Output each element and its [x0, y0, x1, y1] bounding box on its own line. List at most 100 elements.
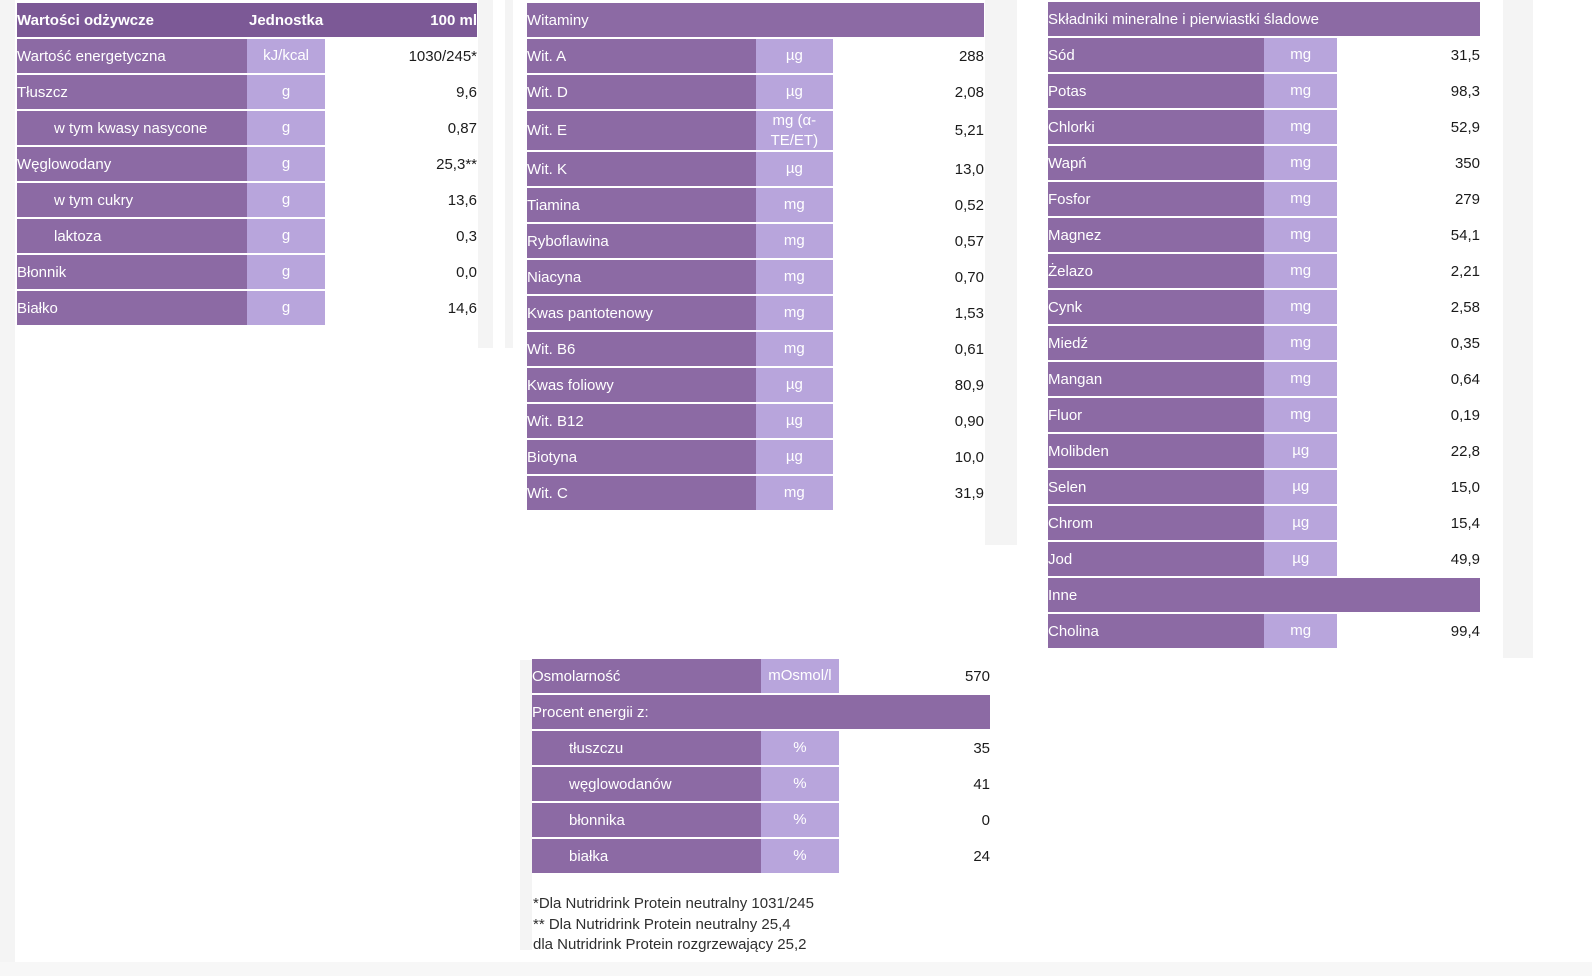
row-unit: µg	[755, 439, 834, 476]
energy-percent-section-header-row: Procent energii z:	[532, 694, 990, 731]
row-label: Biotyna	[527, 439, 756, 476]
row-unit: g	[247, 74, 326, 111]
row-value: 2,08	[833, 74, 984, 111]
table-header-row: Wartości odżywcze Jednostka 100 ml	[17, 3, 477, 39]
row-value: 15,0	[1337, 469, 1480, 506]
header-unit: Jednostka	[247, 3, 326, 39]
row-label: Sód	[1048, 37, 1264, 74]
row-unit: mg	[1264, 217, 1338, 254]
row-value: 10,0	[833, 439, 984, 476]
table-row: białka% 24	[532, 838, 990, 875]
row-unit: mg	[755, 475, 834, 512]
row-label: w tym cukry	[17, 182, 247, 219]
table-row: Chrom µg 15,4	[1048, 505, 1480, 542]
row-unit: mg	[1264, 397, 1338, 434]
row-value: 1,53	[833, 295, 984, 332]
table-row: Fosfor mg 279	[1048, 181, 1480, 218]
row-unit: µg	[755, 403, 834, 440]
table-row: tłuszczu% 35	[532, 730, 990, 767]
row-value: 570	[838, 659, 990, 695]
row-label: Białko	[17, 290, 247, 327]
row-unit: kJ/kcal	[247, 38, 326, 75]
row-value: 0,70	[833, 259, 984, 296]
gutter-strip	[520, 660, 532, 950]
row-value: 9,6	[325, 74, 477, 111]
table-row: Mangan mg 0,64	[1048, 361, 1480, 398]
row-value: 22,8	[1337, 433, 1480, 470]
table-row: Tiamina mg 0,52	[527, 187, 984, 224]
row-value: 2,21	[1337, 253, 1480, 290]
row-unit: mg	[1264, 37, 1338, 74]
row-value: 98,3	[1337, 73, 1480, 110]
row-label: Kwas foliowy	[527, 367, 756, 404]
row-unit: mg	[1264, 289, 1338, 326]
row-unit: mOsmol/l	[761, 659, 839, 695]
row-label: Kwas pantotenowy	[527, 295, 756, 332]
row-value: 99,4	[1337, 613, 1480, 650]
header-amount: 100 ml	[325, 3, 477, 39]
row-value: 14,6	[325, 290, 477, 327]
row-unit: µg	[1264, 541, 1338, 578]
row-value: 24	[838, 838, 990, 875]
row-label: Wit. K	[527, 151, 756, 188]
table-row: Ryboflawina mg 0,57	[527, 223, 984, 260]
table-row: Wartość energetyczna kJ/kcal 1030/245*	[17, 38, 477, 75]
row-value: 13,6	[325, 182, 477, 219]
row-unit: µg	[755, 367, 834, 404]
row-value: 1030/245*	[325, 38, 477, 75]
row-value: 0,64	[1337, 361, 1480, 398]
table-row: Niacyna mg 0,70	[527, 259, 984, 296]
footnote-line-2: ** Dla Nutridrink Protein neutralny 25,4	[533, 915, 791, 933]
row-value: 2,58	[1337, 289, 1480, 326]
row-unit: µg	[1264, 433, 1338, 470]
row-value: 288	[833, 38, 984, 75]
gutter-strip	[1503, 0, 1533, 658]
row-unit: %	[761, 766, 839, 803]
table-row: Fluor mg 0,19	[1048, 397, 1480, 434]
table-row: Biotyna µg 10,0	[527, 439, 984, 476]
row-label: Wit. C	[527, 475, 756, 512]
table-row: Węglowodany g 25,3**	[17, 146, 477, 183]
row-value: 31,5	[1337, 37, 1480, 74]
row-label: Żelazo	[1048, 253, 1264, 290]
row-label: tłuszczu	[532, 730, 761, 767]
footnote-line-3: dla Nutridrink Protein rozgrzewający 25,…	[533, 936, 807, 953]
row-value: 35	[838, 730, 990, 767]
row-label: Potas	[1048, 73, 1264, 110]
row-label: Wit. A	[527, 38, 756, 75]
row-value: 49,9	[1337, 541, 1480, 578]
row-value: 41	[838, 766, 990, 803]
row-label: Mangan	[1048, 361, 1264, 398]
row-value: 0,61	[833, 331, 984, 368]
table-row: laktoza g 0,3	[17, 218, 477, 255]
table-row: Wit. B6 mg 0,61	[527, 331, 984, 368]
page-left-edge-strip	[0, 0, 15, 976]
row-label: węglowodanów	[532, 766, 761, 803]
row-label: Osmolarność	[532, 659, 761, 695]
row-label: Cholina	[1048, 613, 1264, 650]
row-value: 350	[1337, 145, 1480, 182]
row-unit: mg	[1264, 325, 1338, 362]
minerals-section-header: Składniki mineralne i pierwiastki śladow…	[1048, 2, 1480, 38]
row-unit: mg	[755, 223, 834, 260]
row-unit: mg	[1264, 109, 1338, 146]
table-row: Żelazo mg 2,21	[1048, 253, 1480, 290]
other-section-header-row: Inne	[1048, 577, 1480, 614]
row-value: 31,9	[833, 475, 984, 512]
table-row: w tym kwasy nasycone g 0,87	[17, 110, 477, 147]
row-value: 54,1	[1337, 217, 1480, 254]
footnote-line-1: *Dla Nutridrink Protein neutralny 1031/2…	[533, 895, 814, 912]
row-unit: %	[761, 730, 839, 767]
row-unit: µg	[755, 74, 834, 111]
row-unit: mg	[1264, 73, 1338, 110]
table-row: węglowodanów% 41	[532, 766, 990, 803]
row-value: 25,3**	[325, 146, 477, 183]
row-unit: µg	[1264, 505, 1338, 542]
table-row: Miedź mg 0,35	[1048, 325, 1480, 362]
row-unit: g	[247, 110, 326, 147]
row-label: laktoza	[17, 218, 247, 255]
row-unit: mg	[1264, 145, 1338, 182]
